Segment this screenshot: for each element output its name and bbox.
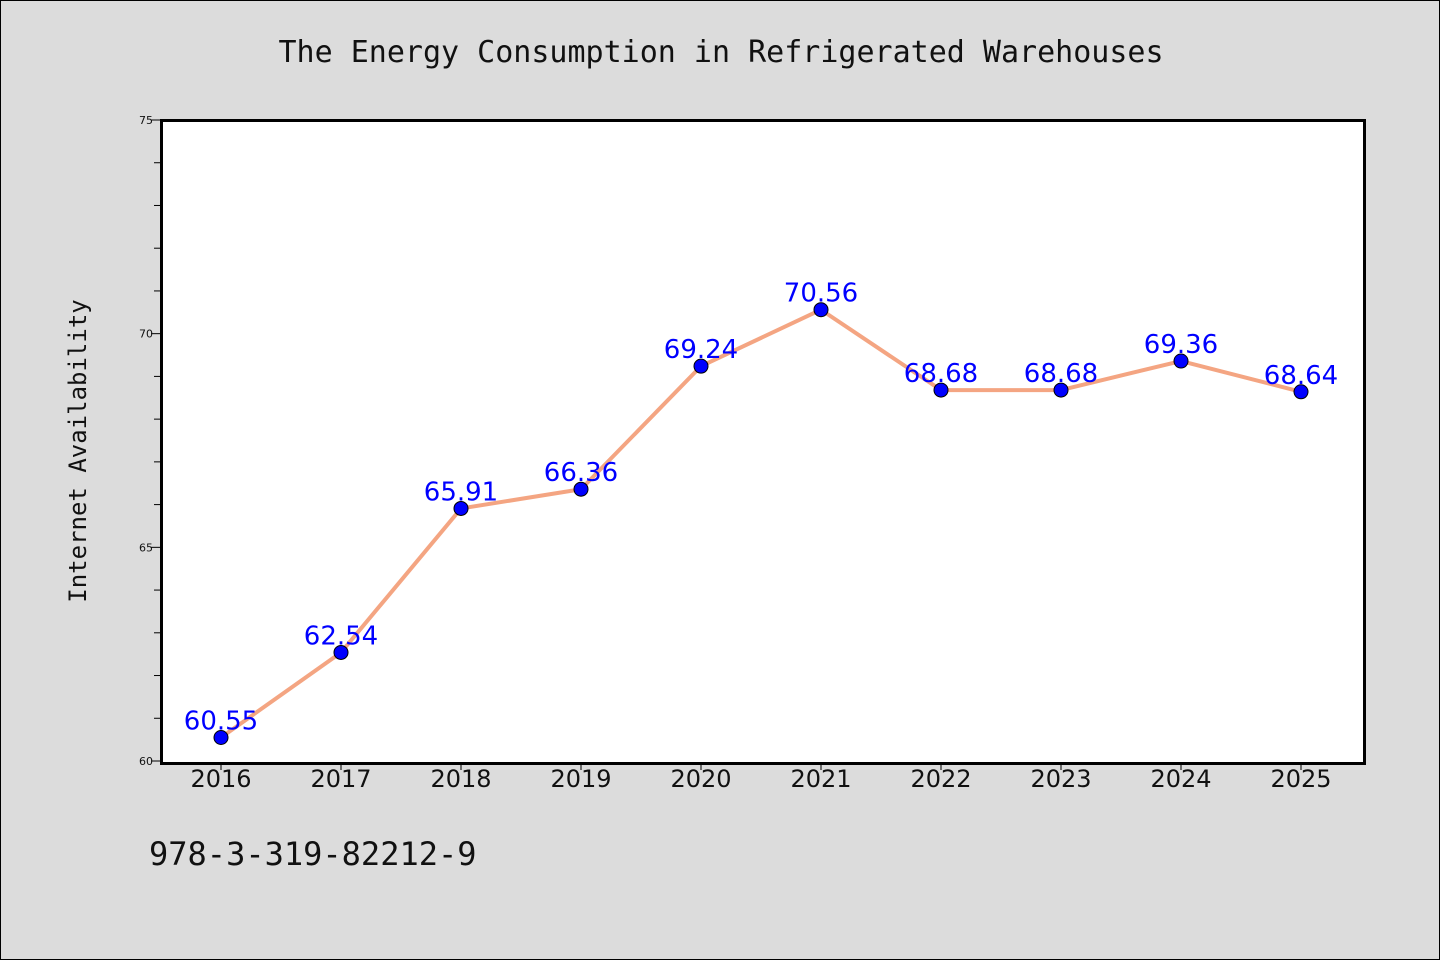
- x-tick-label: 2016: [190, 765, 251, 793]
- chart-title: The Energy Consumption in Refrigerated W…: [278, 35, 1164, 70]
- data-label: 62.54: [304, 621, 378, 651]
- data-label: 68.64: [1264, 361, 1338, 391]
- data-point: [813, 302, 829, 318]
- x-tick-label: 2018: [430, 765, 491, 793]
- data-point: [693, 358, 709, 374]
- data-label: 70.56: [784, 279, 858, 309]
- x-tick-label: 2022: [910, 765, 971, 793]
- x-tick-label: 2025: [1270, 765, 1331, 793]
- x-tick-label: 2020: [670, 765, 731, 793]
- x-tick-label: 2023: [1030, 765, 1091, 793]
- x-tick-label: 2017: [310, 765, 371, 793]
- x-tick-label: 2019: [550, 765, 611, 793]
- x-tick-label: 2021: [790, 765, 851, 793]
- y-tick-label: 75: [139, 114, 153, 127]
- data-label: 60.55: [184, 706, 258, 736]
- data-label: 68.68: [904, 359, 978, 389]
- isbn-code: 978-3-319-82212-9: [149, 835, 477, 873]
- data-point: [1053, 382, 1069, 398]
- data-point: [1293, 384, 1309, 400]
- data-point: [453, 500, 469, 516]
- data-point: [933, 382, 949, 398]
- plot-area: [160, 119, 1366, 765]
- data-label: 69.24: [664, 335, 738, 365]
- data-label: 65.91: [424, 477, 498, 507]
- data-point: [333, 644, 349, 660]
- data-label: 69.36: [1144, 330, 1218, 360]
- data-point: [1173, 353, 1189, 369]
- series-line: [219, 307, 1303, 740]
- y-tick-label: 65: [139, 541, 153, 554]
- y-tick-label: 60: [139, 755, 153, 768]
- y-tick-label: 70: [139, 328, 153, 341]
- x-tick-label: 2024: [1150, 765, 1211, 793]
- data-point: [213, 729, 229, 745]
- data-label: 68.68: [1024, 359, 1098, 389]
- data-label: 66.36: [544, 458, 618, 488]
- data-point: [573, 481, 589, 497]
